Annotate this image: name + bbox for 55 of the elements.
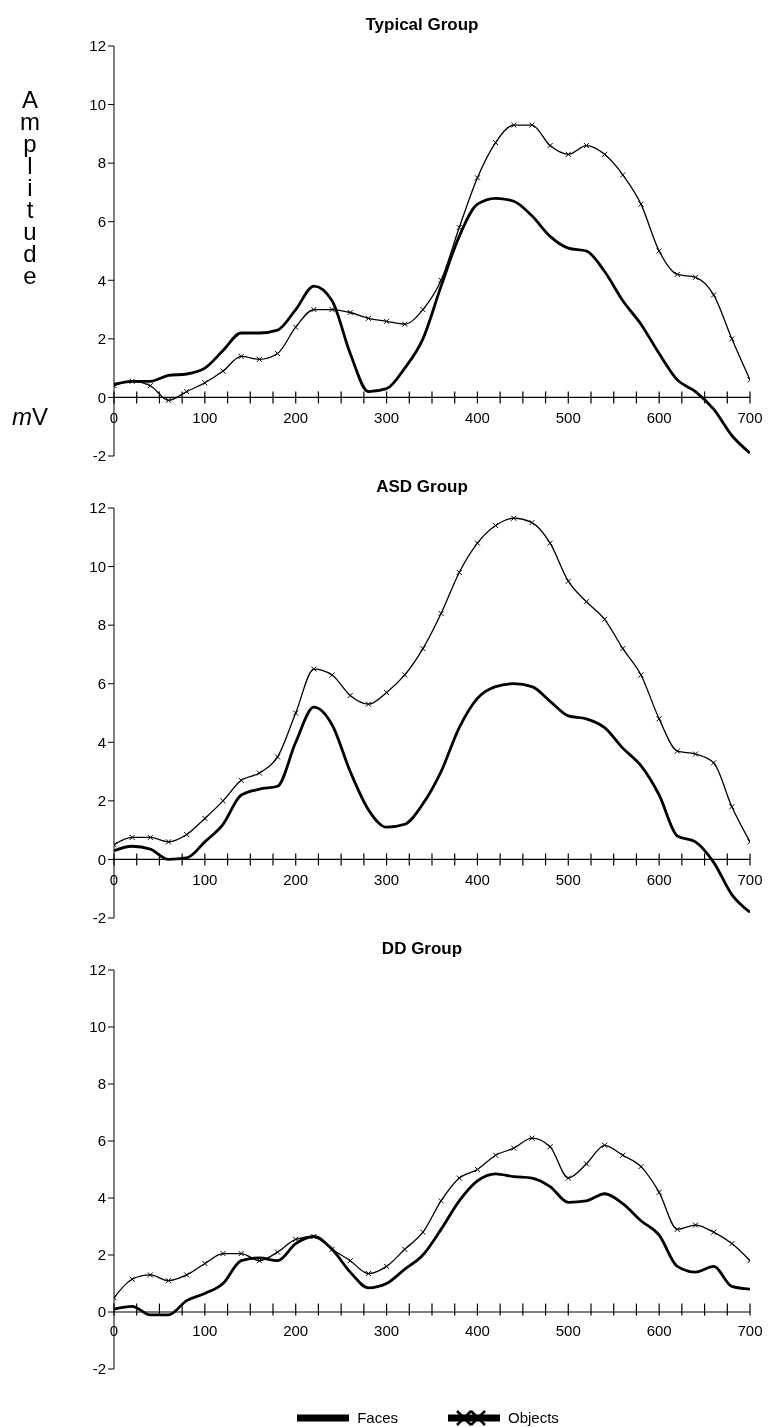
chart-title: ASD Group (376, 477, 468, 496)
y-tick-label: 2 (97, 792, 106, 810)
y-tick-label: 6 (97, 213, 106, 231)
x-tick-label: 200 (283, 1321, 309, 1339)
x-tick-label: 100 (192, 409, 218, 427)
x-tick-label: 500 (555, 1321, 581, 1339)
x-tick-label: 200 (283, 871, 309, 889)
y-tick-label: 12 (89, 37, 106, 55)
y-tick-label: 0 (97, 388, 106, 406)
y-tick-label: 10 (89, 95, 106, 113)
y-tick-label: 4 (97, 733, 106, 751)
legend-label: Faces (357, 1409, 398, 1426)
x-tick-label: 300 (374, 1321, 400, 1339)
x-tick-label: 600 (646, 871, 672, 889)
y-tick-label: -2 (92, 447, 106, 465)
x-tick-label: 700 (737, 1321, 763, 1339)
x-tick-label: 200 (283, 409, 309, 427)
x-tick-label: 400 (464, 409, 490, 427)
y-tick-label: 12 (89, 499, 106, 517)
x-tick-label: 400 (464, 871, 490, 889)
y-tick-label: -2 (92, 909, 106, 927)
y-tick-label: 6 (97, 675, 106, 693)
y-tick-label: 6 (97, 1132, 106, 1150)
y-tick-label: 10 (89, 557, 106, 575)
x-tick-label: 100 (192, 871, 218, 889)
y-tick-label: 10 (89, 1018, 106, 1036)
x-tick-label: 700 (737, 409, 763, 427)
x-tick-label: 700 (737, 871, 763, 889)
y-tick-label: 4 (97, 1189, 106, 1207)
y-tick-label: 12 (89, 961, 106, 979)
x-tick-label: 0 (109, 871, 119, 889)
x-tick-label: 500 (555, 871, 581, 889)
x-tick-label: 300 (374, 409, 400, 427)
y-tick-label: 2 (97, 1246, 106, 1264)
x-tick-label: 100 (192, 1321, 218, 1339)
x-tick-label: 0 (109, 409, 119, 427)
x-tick-label: 400 (464, 1321, 490, 1339)
x-tick-label: 600 (646, 1321, 672, 1339)
x-tick-label: 500 (555, 409, 581, 427)
legend-label: Objects (508, 1409, 559, 1426)
y-tick-label: 8 (97, 154, 106, 172)
y-tick-label: 0 (97, 1303, 106, 1321)
x-tick-label: 600 (646, 409, 672, 427)
y-tick-label: 4 (97, 271, 106, 289)
y-tick-label: 2 (97, 330, 106, 348)
y-tick-label: 8 (97, 616, 106, 634)
text: mV (11, 403, 49, 431)
x-tick-label: 0 (109, 1321, 119, 1339)
chart-title: Typical Group (365, 15, 479, 34)
y-tick-label: -2 (92, 1360, 106, 1378)
y-tick-label: 0 (97, 850, 106, 868)
chart-title: DD Group (381, 939, 463, 958)
text: Amplitude (20, 86, 40, 289)
x-tick-label: 300 (374, 871, 400, 889)
y-tick-label: 8 (97, 1075, 106, 1093)
